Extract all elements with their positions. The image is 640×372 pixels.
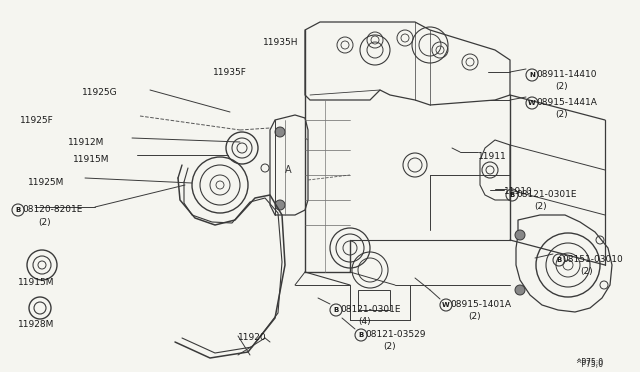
Text: 08121-03529: 08121-03529 <box>365 330 426 339</box>
Text: (2): (2) <box>580 267 593 276</box>
Text: (2): (2) <box>534 202 547 211</box>
Text: 08120-8201E: 08120-8201E <box>22 205 83 214</box>
Text: ^P75;0: ^P75;0 <box>575 358 603 367</box>
Text: 11925M: 11925M <box>28 178 65 187</box>
Text: W: W <box>442 302 450 308</box>
Text: W: W <box>528 100 536 106</box>
Text: (4): (4) <box>358 317 371 326</box>
Text: (2): (2) <box>555 82 568 91</box>
Text: ^P75;0: ^P75;0 <box>575 360 603 369</box>
Text: B: B <box>15 207 20 213</box>
Text: N: N <box>529 72 535 78</box>
Text: 08121-0301E: 08121-0301E <box>516 190 577 199</box>
Text: 11935F: 11935F <box>213 68 247 77</box>
Text: 11925F: 11925F <box>20 116 54 125</box>
Text: (2): (2) <box>468 312 481 321</box>
Text: 08151-03010: 08151-03010 <box>562 255 623 264</box>
Text: (2): (2) <box>555 110 568 119</box>
Text: B: B <box>509 192 515 198</box>
Text: 08915-1441A: 08915-1441A <box>536 98 597 107</box>
Circle shape <box>515 285 525 295</box>
Text: 11928M: 11928M <box>18 320 54 329</box>
Text: 11915M: 11915M <box>18 278 54 287</box>
Text: 11915M: 11915M <box>73 155 109 164</box>
Text: 08915-1401A: 08915-1401A <box>450 300 511 309</box>
Text: 11912M: 11912M <box>68 138 104 147</box>
Text: 11935H: 11935H <box>263 38 298 47</box>
Text: 08911-14410: 08911-14410 <box>536 70 596 79</box>
Text: (2): (2) <box>383 342 396 351</box>
Text: 11925G: 11925G <box>82 88 118 97</box>
Circle shape <box>275 200 285 210</box>
Circle shape <box>515 230 525 240</box>
Text: 11910: 11910 <box>504 187 532 196</box>
Circle shape <box>275 127 285 137</box>
Text: 11911: 11911 <box>478 152 507 161</box>
Text: B: B <box>556 257 562 263</box>
Text: 08121-0301E: 08121-0301E <box>340 305 401 314</box>
Text: (2): (2) <box>38 218 51 227</box>
Text: 11920: 11920 <box>238 333 267 342</box>
Text: A: A <box>285 165 291 175</box>
Text: B: B <box>358 332 364 338</box>
Text: B: B <box>333 307 339 313</box>
